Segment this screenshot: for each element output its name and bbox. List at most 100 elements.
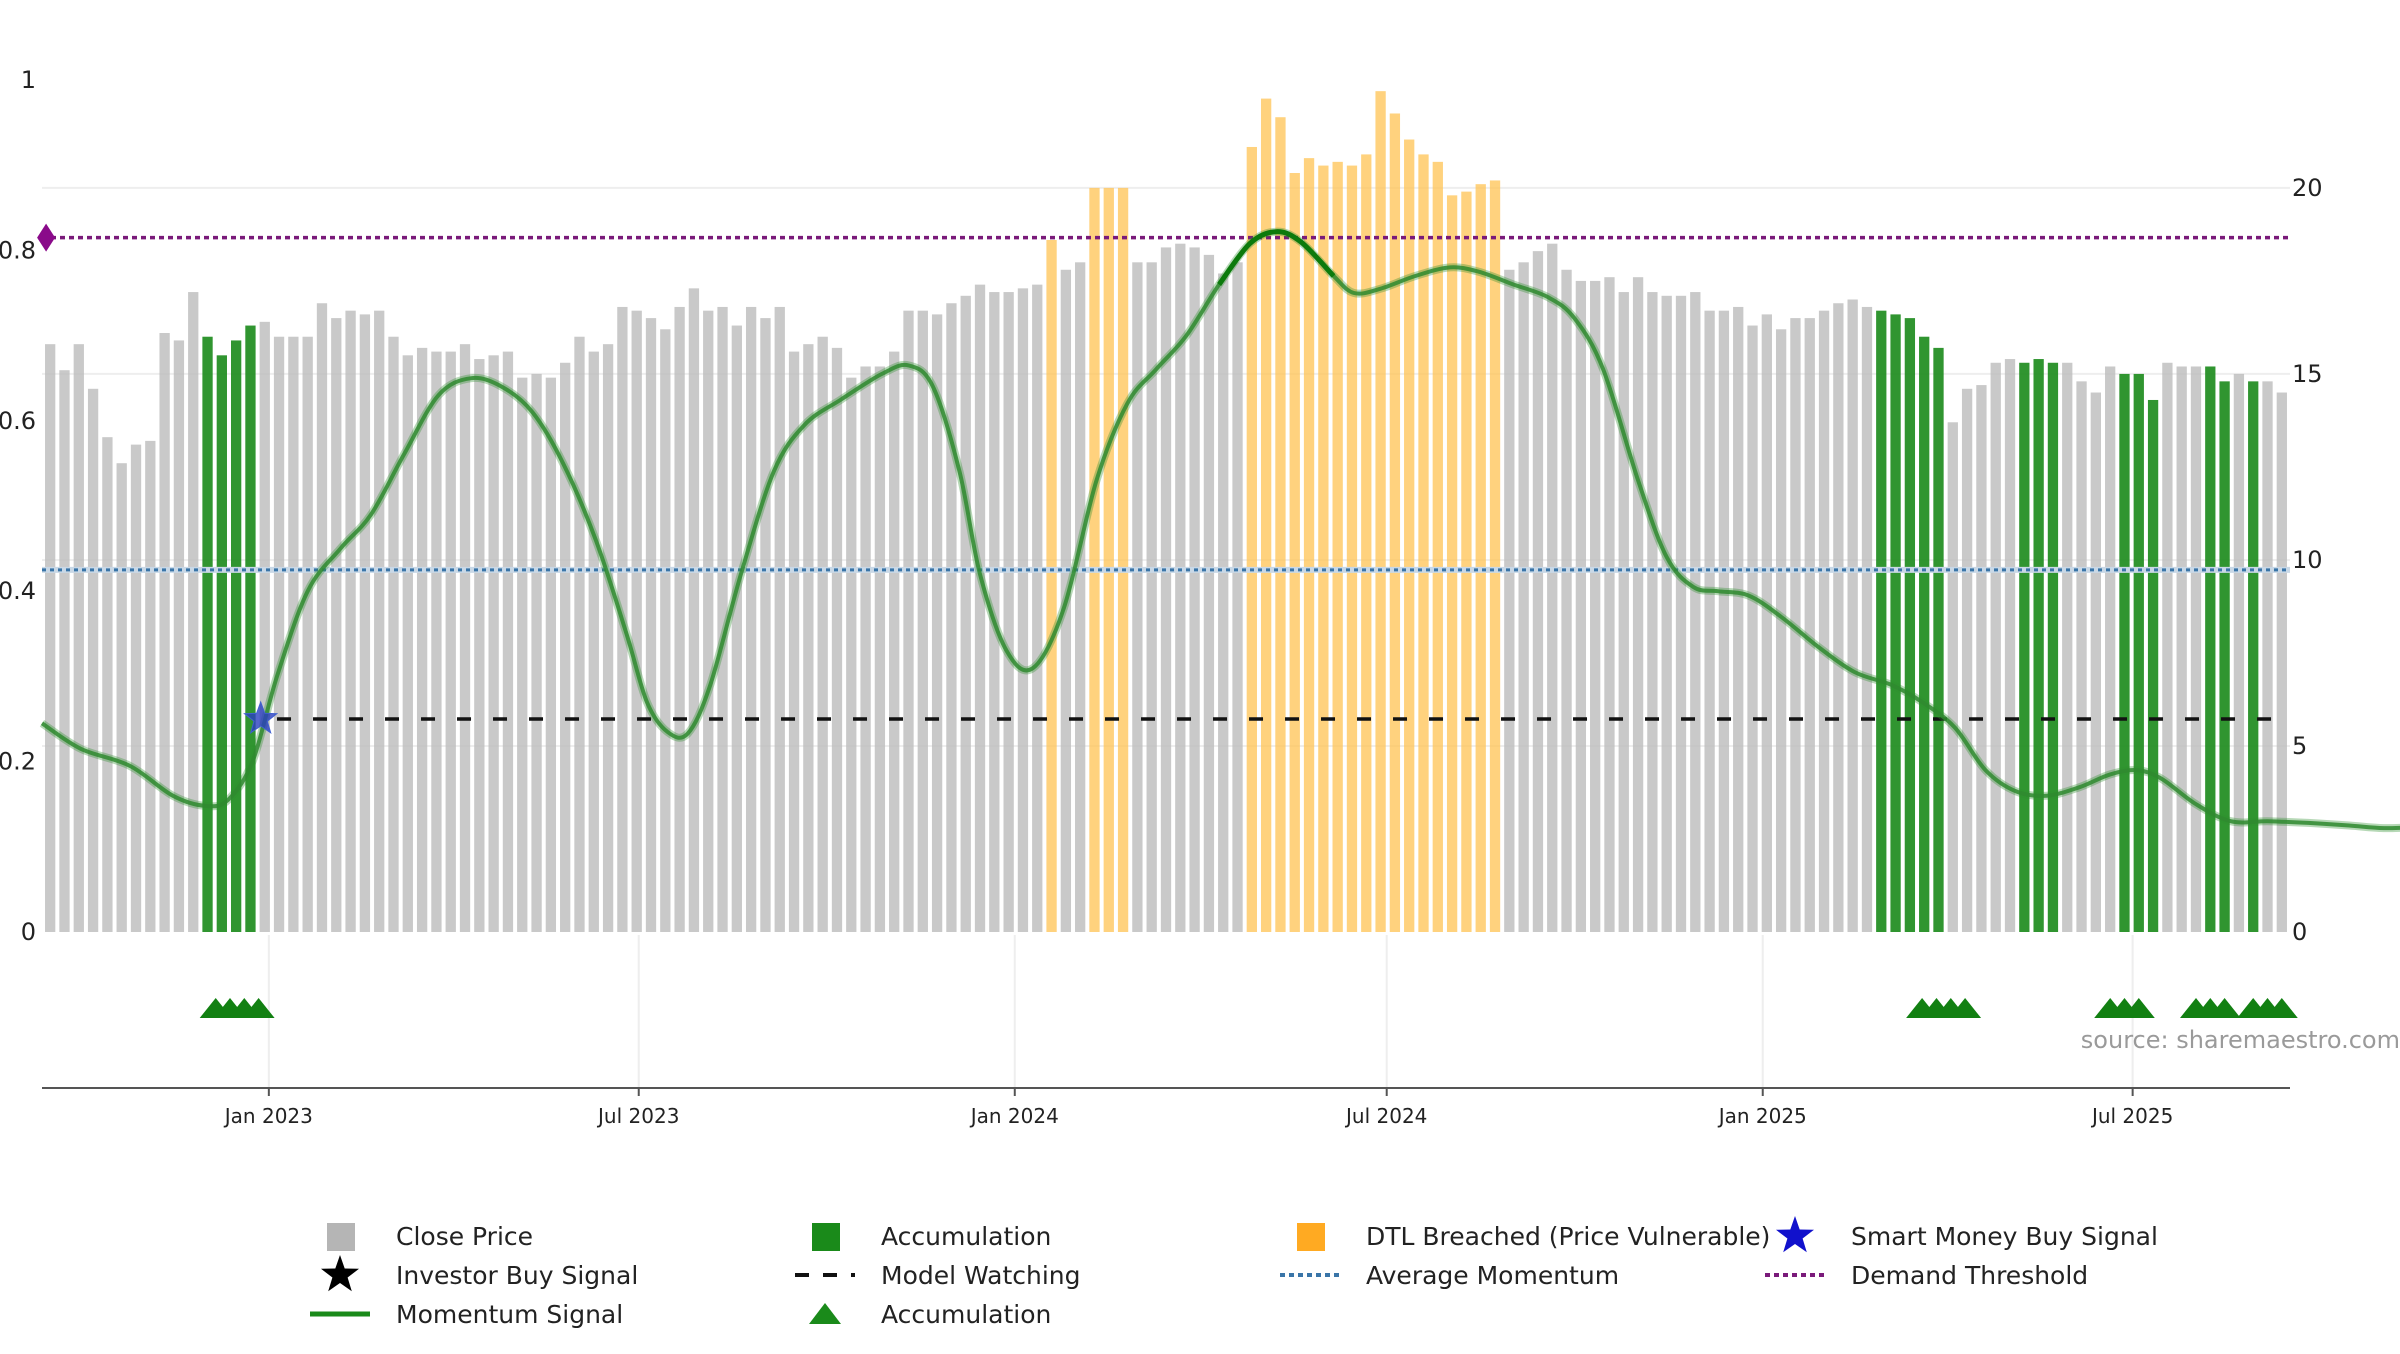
close-price-bar: [2276, 392, 2287, 932]
left-tick-label: 1: [21, 66, 36, 94]
close-price-bar: [302, 336, 313, 933]
close-price-bar: [1947, 422, 1958, 932]
legend-item: Close Price: [327, 1222, 533, 1251]
x-tick-label: Jan 2023: [223, 1104, 313, 1128]
momentum-signal-highlight: [1217, 229, 1336, 286]
close-price-bar: [1661, 295, 1672, 932]
close-price-bar: [288, 336, 299, 933]
legend-item: Average Momentum: [1280, 1261, 1619, 1290]
right-tick-label: 5: [2292, 732, 2307, 760]
close-price-bar: [2090, 392, 2101, 932]
dtl-breached-bar: [1375, 91, 1386, 932]
close-price-bar: [717, 306, 728, 932]
x-tick-label: Jul 2024: [1344, 1104, 1427, 1128]
close-price-bar: [316, 303, 328, 933]
left-tick-label: 0: [21, 918, 36, 946]
legend-item: Momentum Signal: [310, 1300, 623, 1329]
close-price-bar: [2190, 366, 2202, 933]
close-price-bar: [1847, 299, 1858, 932]
accumulation-bar: [2119, 373, 2130, 932]
close-price-bar: [416, 347, 428, 932]
close-price-bar: [1990, 362, 2001, 932]
close-price-bar: [1833, 303, 1844, 933]
close-price-bar: [1218, 273, 1229, 933]
close-price-bar: [674, 306, 685, 932]
close-price-bar: [2076, 381, 2087, 932]
close-price-bar: [1032, 284, 1043, 932]
accumulation-bar: [2205, 366, 2216, 933]
close-price-bar: [1017, 288, 1029, 933]
close-price-bar: [860, 366, 871, 933]
close-price-bar: [1003, 292, 1014, 932]
close-price-bar: [1175, 243, 1186, 932]
close-price-bar: [1132, 262, 1143, 932]
legend-swatch: [812, 1223, 840, 1251]
accumulation-bar: [245, 325, 256, 932]
dtl-breached-bar: [1332, 161, 1343, 933]
close-price-bar: [359, 314, 371, 932]
left-tick-label: 0.6: [0, 407, 36, 435]
close-price-bar: [831, 347, 843, 932]
close-price-bar: [345, 310, 356, 932]
close-price-bars: [45, 91, 2287, 933]
accumulation-triangle: [2265, 998, 2298, 1018]
accumulation-bar: [202, 336, 213, 933]
close-price-bar: [517, 377, 528, 932]
legend-label: Accumulation: [881, 1222, 1051, 1251]
close-price-bar: [1604, 277, 1615, 932]
right-tick-label: 0: [2292, 918, 2307, 946]
dtl-breached-bar: [1318, 165, 1329, 932]
legend-item: DTL Breached (Price Vulnerable): [1297, 1222, 1770, 1251]
left-tick-label: 0.4: [0, 577, 36, 605]
legend-item: Investor Buy Signal: [321, 1255, 638, 1292]
close-price-bar: [960, 295, 971, 932]
dtl-breached-bar: [1289, 173, 1300, 932]
dtl-breached-bar: [1461, 191, 1472, 932]
close-price-bar: [874, 366, 886, 933]
close-price-bar: [173, 340, 185, 932]
accumulation-bar: [1876, 310, 1887, 932]
close-price-bar: [703, 310, 714, 932]
dtl-breached-bar: [1446, 195, 1458, 933]
close-price-bar: [87, 388, 99, 932]
legend-label: Investor Buy Signal: [396, 1261, 638, 1290]
close-price-bar: [1146, 262, 1157, 932]
close-price-bar: [760, 318, 771, 932]
close-price-bar: [2062, 362, 2073, 932]
close-price-bar: [431, 351, 442, 933]
x-tick-label: Jul 2023: [596, 1104, 679, 1128]
legend-label: Accumulation: [881, 1300, 1051, 1329]
close-price-bar: [531, 373, 542, 932]
accumulation-bar: [2219, 381, 2230, 932]
accumulation-triangle: [2122, 998, 2155, 1018]
dtl-breached-bar: [1117, 187, 1129, 932]
accumulation-bar: [231, 340, 242, 932]
accumulation-bar: [2019, 362, 2030, 932]
close-price-bar: [388, 336, 399, 933]
legend-label: Close Price: [396, 1222, 533, 1251]
close-price-bar: [1647, 292, 1658, 932]
close-price-bar: [917, 310, 928, 932]
close-price-bar: [1747, 325, 1758, 932]
close-price-bar: [102, 437, 113, 932]
dtl-breached-bar: [1303, 158, 1315, 932]
accumulation-bar: [2047, 362, 2059, 932]
legend: Close Price Accumulation DTL Breached (Pri…: [310, 1216, 2158, 1329]
dtl-breached-bar: [1346, 165, 1358, 932]
reference-lines: [42, 235, 2290, 721]
legend-swatch: [327, 1223, 355, 1251]
close-price-bar: [45, 344, 56, 932]
close-price-bar: [502, 351, 514, 933]
close-price-bar: [817, 336, 828, 933]
right-tick-label: 15: [2292, 360, 2323, 388]
close-price-bar: [1818, 310, 1830, 932]
legend-triangle-icon: [809, 1303, 841, 1324]
close-price-bar: [459, 344, 471, 932]
accumulation-bar: [1904, 318, 1916, 932]
accumulation-bar: [2033, 359, 2044, 932]
close-price-bar: [273, 336, 285, 933]
legend-label: Model Watching: [881, 1261, 1081, 1290]
dtl-breached-bar: [1389, 113, 1401, 933]
right-tick-label: 20: [2292, 174, 2323, 202]
